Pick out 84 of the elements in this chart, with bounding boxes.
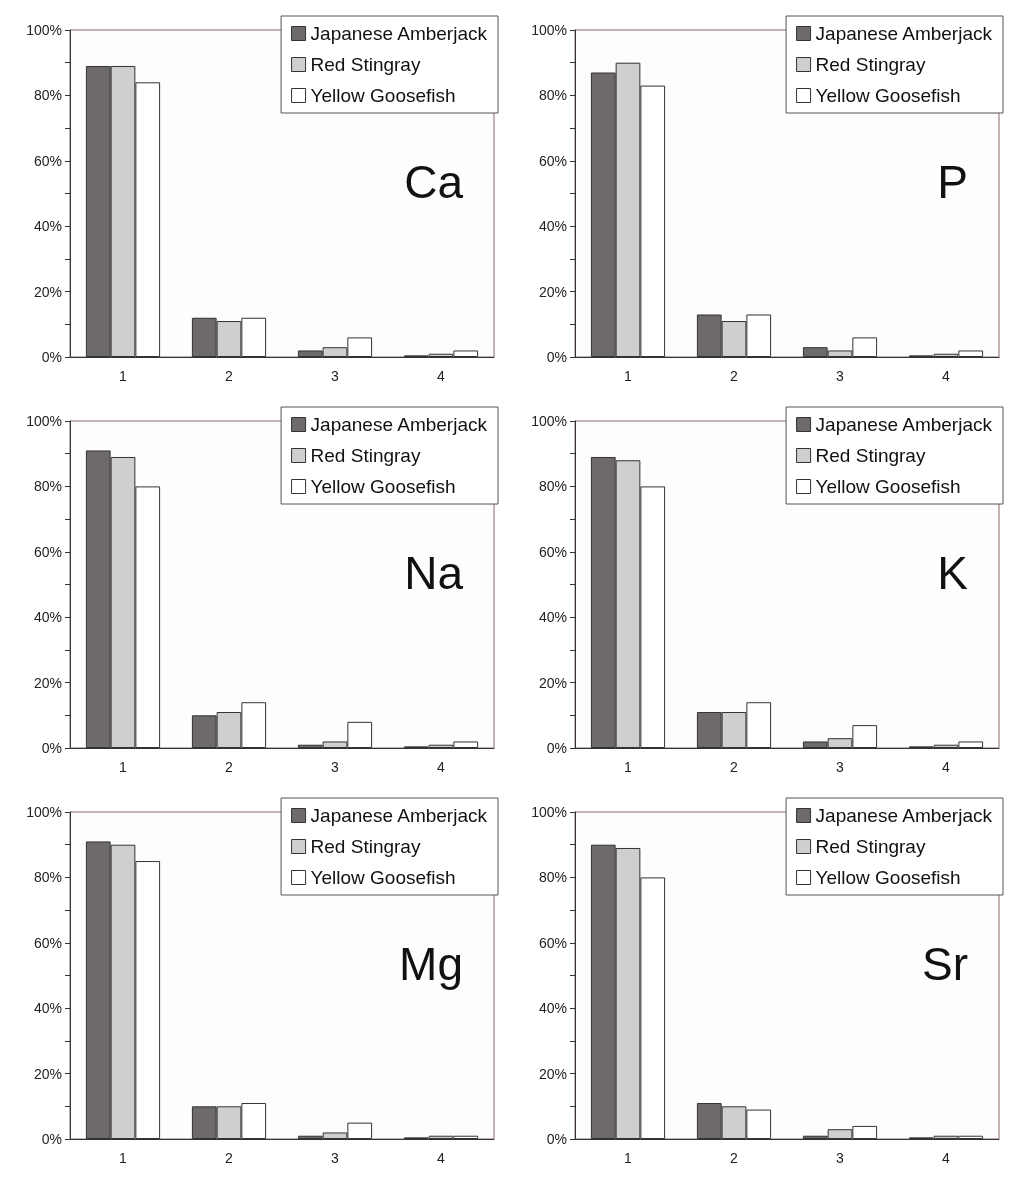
legend-label: Yellow Goosefish — [310, 867, 456, 888]
y-tick-label: 40% — [538, 1000, 567, 1017]
y-tick-label: 60% — [538, 543, 567, 560]
x-tick-label: 2 — [730, 759, 739, 775]
x-tick-label: 4 — [437, 759, 446, 775]
y-tick-label: 80% — [538, 87, 567, 104]
legend-label: Red Stingray — [310, 836, 421, 857]
legend-label: Yellow Goosefish — [310, 85, 456, 106]
legend-label: Yellow Goosefish — [815, 476, 961, 497]
x-tick-label: 1 — [624, 1150, 633, 1166]
x-tick-label: 1 — [119, 368, 128, 384]
y-tick-label: 20% — [33, 674, 62, 691]
y-tick-label: 20% — [538, 674, 567, 691]
x-tick-label: 3 — [836, 1150, 845, 1166]
legend-label: Yellow Goosefish — [310, 476, 456, 497]
legend-label: Red Stingray — [815, 445, 926, 466]
text: Ca — [404, 156, 464, 209]
y-tick-label: 20% — [538, 1065, 567, 1082]
y-tick-label: 100% — [26, 804, 62, 820]
legend-label: Japanese Amberjack — [815, 23, 993, 44]
y-tick-label: 40% — [538, 609, 567, 626]
x-tick-label: 1 — [119, 759, 128, 775]
x-tick-label: 1 — [624, 759, 633, 775]
legend-label: Japanese Amberjack — [815, 805, 993, 826]
y-tick-label: 0% — [546, 1131, 567, 1147]
x-tick-label: 3 — [331, 759, 340, 775]
legend-label: Red Stingray — [815, 836, 926, 857]
x-tick-label: 3 — [331, 1150, 340, 1166]
y-tick-label: 80% — [33, 87, 62, 104]
y-tick-label: 0% — [41, 349, 62, 365]
y-tick-label: 20% — [33, 283, 62, 300]
legend-label: Red Stingray — [815, 54, 926, 75]
x-tick-label: 3 — [331, 368, 340, 384]
y-tick-label: 80% — [33, 869, 62, 886]
text: Mg — [399, 938, 463, 991]
legend-label: Japanese Amberjack — [310, 23, 488, 44]
y-tick-label: 100% — [26, 22, 62, 38]
y-tick-label: 60% — [33, 934, 62, 951]
text: Sr — [922, 938, 968, 991]
x-tick-label: 2 — [225, 1150, 234, 1166]
y-tick-label: 60% — [33, 543, 62, 560]
y-tick-label: 60% — [538, 152, 567, 169]
legend-label: Yellow Goosefish — [815, 85, 961, 106]
y-tick-label: 80% — [538, 478, 567, 495]
legend-label: Japanese Amberjack — [310, 414, 488, 435]
x-tick-label: 1 — [119, 1150, 128, 1166]
x-tick-label: 4 — [437, 1150, 446, 1166]
y-tick-label: 100% — [26, 413, 62, 429]
text: K — [937, 547, 969, 600]
x-tick-label: 1 — [624, 368, 633, 384]
x-tick-label: 2 — [225, 759, 234, 775]
y-tick-label: 40% — [33, 218, 62, 235]
text: P — [937, 156, 969, 209]
x-tick-label: 4 — [942, 759, 951, 775]
legend-label: Red Stingray — [310, 445, 421, 466]
x-tick-label: 2 — [225, 368, 234, 384]
y-tick-label: 60% — [538, 934, 567, 951]
legend-label: Japanese Amberjack — [815, 414, 993, 435]
y-tick-label: 0% — [546, 740, 567, 756]
x-tick-label: 4 — [437, 368, 446, 384]
y-tick-label: 40% — [538, 218, 567, 235]
y-tick-label: 100% — [531, 22, 567, 38]
x-tick-label: 4 — [942, 368, 951, 384]
y-tick-label: 20% — [538, 283, 567, 300]
x-tick-label: 2 — [730, 368, 739, 384]
y-tick-label: 0% — [546, 349, 567, 365]
y-tick-label: 20% — [33, 1065, 62, 1082]
y-tick-label: 0% — [41, 1131, 62, 1147]
y-tick-label: 40% — [33, 609, 62, 626]
x-tick-label: 2 — [730, 1150, 739, 1166]
y-tick-label: 60% — [33, 152, 62, 169]
y-tick-label: 100% — [531, 804, 567, 820]
legend-label: Red Stingray — [310, 54, 421, 75]
y-tick-label: 80% — [538, 869, 567, 886]
x-tick-label: 3 — [836, 759, 845, 775]
x-tick-label: 4 — [942, 1150, 951, 1166]
legend-label: Yellow Goosefish — [815, 867, 961, 888]
y-tick-label: 40% — [33, 1000, 62, 1017]
text: Na — [404, 547, 464, 600]
legend-label: Japanese Amberjack — [310, 805, 488, 826]
y-tick-label: 0% — [41, 740, 62, 756]
y-tick-label: 100% — [531, 413, 567, 429]
x-tick-label: 3 — [836, 368, 845, 384]
y-tick-label: 80% — [33, 478, 62, 495]
